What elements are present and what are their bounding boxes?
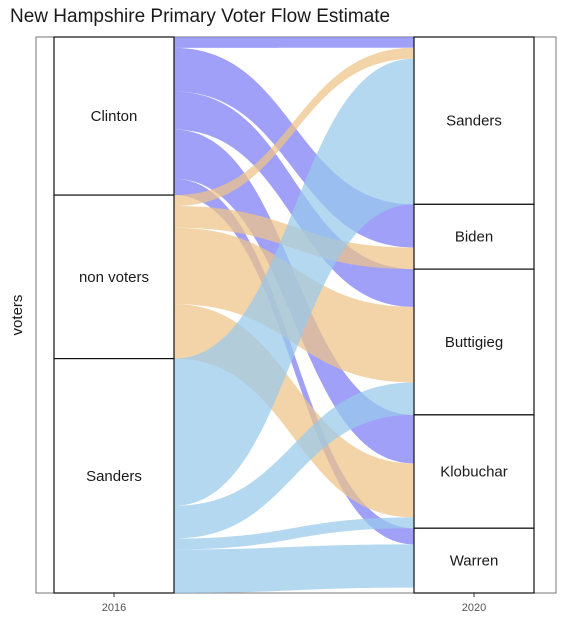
left-stratum-label-non-voters: non voters <box>79 269 149 286</box>
axis-labels: 2016 2020 voters <box>9 295 486 614</box>
flow-sanders-to-sanders <box>174 58 414 506</box>
flow-sanders-to-klobuchar <box>174 517 414 550</box>
left-stratum-label-clinton: Clinton <box>91 108 138 125</box>
right-stratum-label-warren: Warren <box>450 553 499 570</box>
right-stratum-label-buttigieg: Buttigieg <box>445 334 503 351</box>
right-stratum-label-biden: Biden <box>455 229 493 246</box>
right-stratum-sanders <box>413 36 535 205</box>
left-stratum-label-sanders: Sanders <box>86 468 142 485</box>
flow-clinton-to-sanders <box>174 37 414 48</box>
flow-sanders-to-buttigieg <box>174 382 414 539</box>
right-stratum-label-sanders: Sanders <box>446 113 502 130</box>
right-stratum-label-klobuchar: Klobuchar <box>440 464 508 481</box>
left-stratum-clinton <box>53 36 175 196</box>
chart-title: New Hampshire Primary Voter Flow Estimat… <box>10 6 391 27</box>
x-tick-label-2020: 2020 <box>462 602 486 614</box>
x-tick-label-2016: 2016 <box>102 602 126 614</box>
left-stratum-sanders <box>53 358 175 594</box>
right-strata-column: Sanders Biden Buttigieg Klobuchar Warren <box>413 36 535 594</box>
flow-non-voters-to-sanders <box>174 47 414 206</box>
y-axis-label: voters <box>9 295 26 336</box>
right-stratum-warren <box>413 527 535 594</box>
left-strata-column: Clinton non voters Sanders <box>53 36 175 594</box>
flow-clinton-to-warren <box>174 178 414 545</box>
flow-layer <box>174 37 414 593</box>
left-stratum-non-voters <box>53 194 175 360</box>
flow-sanders-to-warren <box>174 544 414 593</box>
right-stratum-klobuchar <box>413 414 535 529</box>
